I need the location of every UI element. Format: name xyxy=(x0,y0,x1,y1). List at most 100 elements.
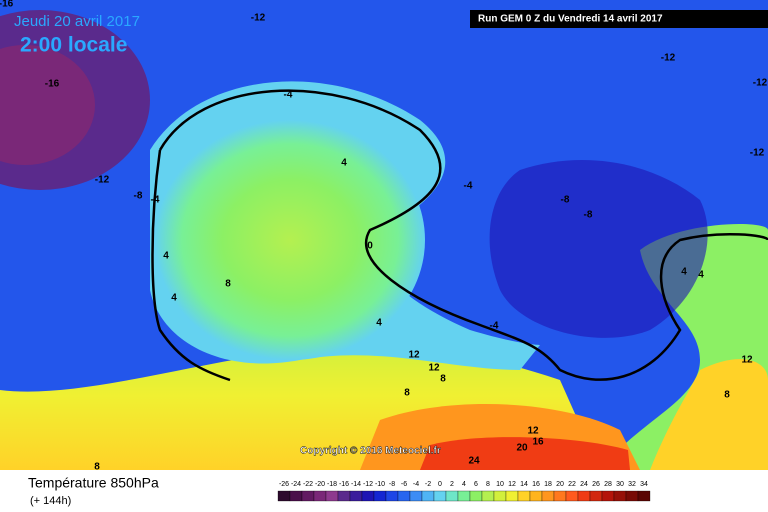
run-label: Run GEM 0 Z du Vendredi 14 avril 2017 xyxy=(478,14,663,25)
colorbar-tick-label: 34 xyxy=(640,481,648,488)
colorbar-tick-label: -8 xyxy=(389,481,395,488)
colorbar-swatch xyxy=(553,490,567,502)
colorbar-swatch xyxy=(457,490,471,502)
colorbar-swatch xyxy=(325,490,339,502)
colorbar-tick-label: -26 xyxy=(279,481,289,488)
run-box xyxy=(470,10,768,28)
contour-label: 12 xyxy=(741,355,753,366)
colorbar-tick-label: 10 xyxy=(496,481,504,488)
contour-label: -12 xyxy=(251,13,266,24)
footer-subtitle: (+ 144h) xyxy=(30,495,71,507)
contour-label: -8 xyxy=(134,191,143,202)
colorbar-swatch xyxy=(337,490,351,502)
colorbar-swatch xyxy=(469,490,483,502)
footer-title: Température 850hPa xyxy=(28,475,159,491)
contour-label: 8 xyxy=(404,388,410,399)
colorbar-tick-label: -14 xyxy=(351,481,361,488)
colorbar-tick-label: 30 xyxy=(616,481,624,488)
colorbar-swatch xyxy=(625,490,639,502)
contour-label: -16 xyxy=(45,79,60,90)
colorbar-swatch xyxy=(493,490,507,502)
colorbar-tick-label: 28 xyxy=(604,481,612,488)
contour-label: -4 xyxy=(284,90,293,101)
contour-label: -12 xyxy=(95,175,110,186)
contour-label: 4 xyxy=(681,267,687,278)
colorbar-tick-label: 16 xyxy=(532,481,540,488)
colorbar-swatch xyxy=(541,490,555,502)
contour-label: -8 xyxy=(561,195,570,206)
contour-label: 8 xyxy=(94,462,100,473)
colorbar-tick-label: -24 xyxy=(291,481,301,488)
colorbar-tick-label: 18 xyxy=(544,481,552,488)
colorbar-tick-label: -2 xyxy=(425,481,431,488)
contour-label: 24 xyxy=(468,456,480,467)
colorbar-tick-label: -22 xyxy=(303,481,313,488)
colorbar-swatch xyxy=(397,490,411,502)
colorbar-swatch xyxy=(409,490,423,502)
colorbar-swatch xyxy=(517,490,531,502)
colorbar-swatch xyxy=(589,490,603,502)
contour-label: 8 xyxy=(724,390,730,401)
colorbar-swatch xyxy=(421,490,435,502)
contour-label: 4 xyxy=(698,270,704,281)
colorbar-swatch xyxy=(565,490,579,502)
colorbar-swatch xyxy=(577,490,591,502)
contour-label: 4 xyxy=(376,318,382,329)
colorbar-tick-label: 22 xyxy=(568,481,576,488)
colorbar-swatch xyxy=(433,490,447,502)
contour-label: -12 xyxy=(750,148,765,159)
date-label: Jeudi 20 avril 2017 xyxy=(14,13,140,30)
contour-label: 12 xyxy=(527,426,539,437)
colorbar-tick-label: -20 xyxy=(315,481,325,488)
colorbar-tick-label: 24 xyxy=(580,481,588,488)
colorbar-swatch xyxy=(445,490,459,502)
colorbar-swatch xyxy=(481,490,495,502)
contour-label: 12 xyxy=(428,363,440,374)
colorbar-tick-label: -18 xyxy=(327,481,337,488)
contour-label: 16 xyxy=(532,437,544,448)
time-label: 2:00 locale xyxy=(20,34,127,57)
colorbar-tick-label: -16 xyxy=(339,481,349,488)
colorbar-swatch xyxy=(313,490,327,502)
colorbar-swatch xyxy=(529,490,543,502)
colorbar-swatch xyxy=(301,490,315,502)
colorbar-tick-label: 6 xyxy=(474,481,478,488)
contour-label: 20 xyxy=(516,443,528,454)
contour-label: 8 xyxy=(225,279,231,290)
contour-label: 4 xyxy=(341,158,347,169)
colorbar-swatch xyxy=(613,490,627,502)
colorbar-tick-label: 32 xyxy=(628,481,636,488)
cold-core-inner xyxy=(0,45,95,165)
contour-label: -4 xyxy=(151,195,160,206)
east-hot xyxy=(650,359,768,470)
cold-europe xyxy=(489,160,708,338)
colorbar-tick-label: 12 xyxy=(508,481,516,488)
copyright: Copyright © 2016 Meteociel.fr xyxy=(300,446,441,457)
colorbar-swatch xyxy=(277,490,291,502)
colorbar-tick-label: 4 xyxy=(462,481,466,488)
contour-label: 4 xyxy=(163,251,169,262)
colorbar-swatch xyxy=(385,490,399,502)
contour-label: 0 xyxy=(367,241,373,252)
colorbar-tick-label: 20 xyxy=(556,481,564,488)
zero-isotherm xyxy=(158,89,768,381)
colorbar-tick-label: -10 xyxy=(375,481,385,488)
colorbar-tick-label: 8 xyxy=(486,481,490,488)
contour-label: -4 xyxy=(464,181,473,192)
contour-label: 4 xyxy=(171,293,177,304)
colorbar-swatch xyxy=(505,490,519,502)
contour-label: 8 xyxy=(440,374,446,385)
colorbar-swatch xyxy=(361,490,375,502)
colorbar: -26 -24 -22 -20 -18 -16 -14 -12 -10 -8 -6 -4 -2 0 2 4 6 8… xyxy=(277,481,651,502)
colorbar-tick-label: -4 xyxy=(413,481,419,488)
colorbar-tick-label: 0 xyxy=(438,481,442,488)
contour-label: -12 xyxy=(753,78,768,89)
colorbar-tick-label: 14 xyxy=(520,481,528,488)
colorbar-swatch xyxy=(637,490,651,502)
contour-label: -12 xyxy=(661,53,676,64)
colorbar-swatch xyxy=(373,490,387,502)
contour-label: 12 xyxy=(408,350,420,361)
contour-label: -16 xyxy=(0,0,14,10)
colorbar-tick-label: -6 xyxy=(401,481,407,488)
